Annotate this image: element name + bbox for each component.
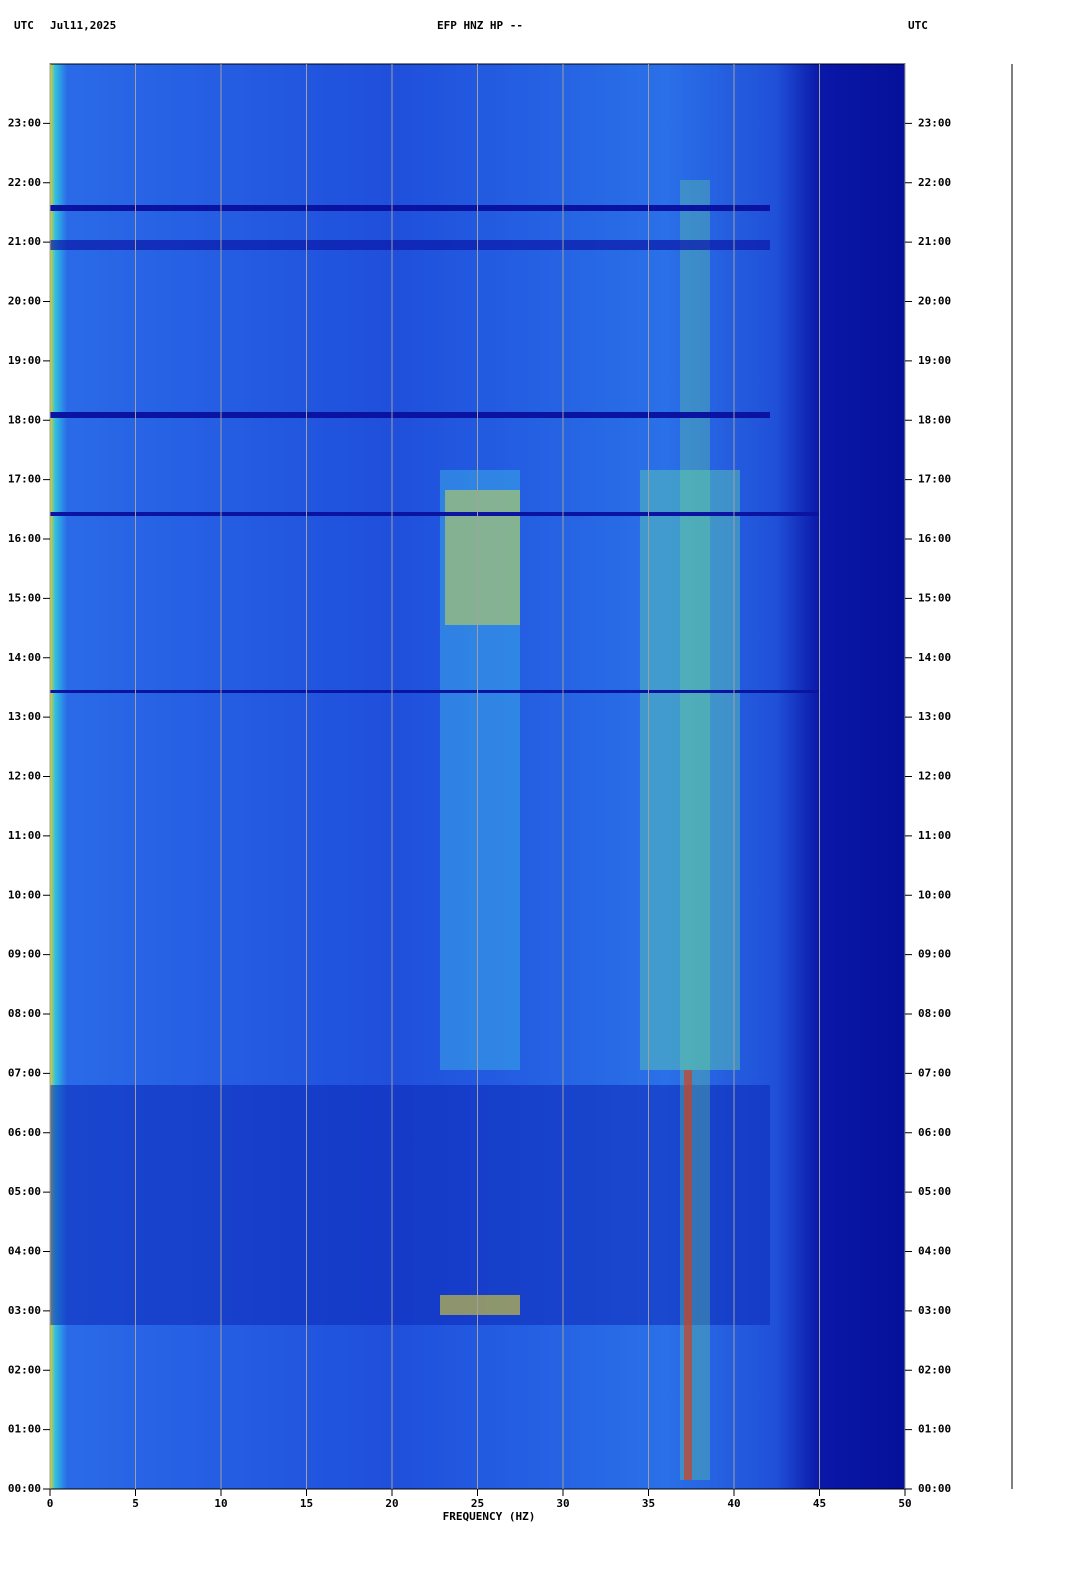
x-axis-label: FREQUENCY (HZ) [443,1510,536,1523]
y-tick-label: 14:00 [8,651,41,664]
x-tick-label: 30 [556,1497,569,1510]
y-tick-label: 21:00 [8,235,41,248]
y-tick-label: 00:00 [8,1482,41,1495]
x-tick-label: 25 [471,1497,484,1510]
y-tick-label: 15:00 [8,591,41,604]
y-tick-label: 04:00 [8,1245,41,1258]
y-tick-label-right: 09:00 [918,948,951,961]
x-tick-label: 5 [132,1497,139,1510]
y-tick-label-right: 07:00 [918,1066,951,1079]
y-tick-label-right: 01:00 [918,1423,951,1436]
y-tick-label-right: 13:00 [918,710,951,723]
x-tick-label: 15 [300,1497,313,1510]
y-tick-label: 02:00 [8,1363,41,1376]
time-zone-label: UTC [14,19,34,32]
y-tick-label-right: 10:00 [918,888,951,901]
y-tick-label-right: 15:00 [918,591,951,604]
y-tick-label-right: 22:00 [918,176,951,189]
y-tick-label-right: 16:00 [918,532,951,545]
y-tick-label: 20:00 [8,295,41,308]
x-tick-label: 20 [385,1497,398,1510]
y-tick-label: 19:00 [8,354,41,367]
y-tick-label-right: 04:00 [918,1245,951,1258]
x-tick-label: 40 [727,1497,740,1510]
y-tick-label: 05:00 [8,1185,41,1198]
y-tick-label-right: 12:00 [918,770,951,783]
y-tick-label: 13:00 [8,710,41,723]
y-tick-label-right: 11:00 [918,829,951,842]
y-tick-label: 06:00 [8,1126,41,1139]
x-tick-label: 35 [642,1497,655,1510]
y-tick-label: 22:00 [8,176,41,189]
y-tick-label-right: 02:00 [918,1363,951,1376]
y-tick-label-right: 03:00 [918,1304,951,1317]
y-tick-label: 08:00 [8,1007,41,1020]
x-tick-label: 50 [898,1497,911,1510]
x-tick-label: 45 [813,1497,826,1510]
y-tick-label: 17:00 [8,473,41,486]
y-tick-label-right: 23:00 [918,116,951,129]
x-tick-label: 0 [47,1497,54,1510]
y-tick-label: 23:00 [8,116,41,129]
y-tick-label-right: 06:00 [918,1126,951,1139]
y-tick-label: 18:00 [8,413,41,426]
y-tick-label: 01:00 [8,1423,41,1436]
chart-title: EFP HNZ HP -- [437,19,523,32]
y-tick-label-right: 14:00 [918,651,951,664]
y-tick-label-right: 05:00 [918,1185,951,1198]
y-tick-label: 12:00 [8,770,41,783]
y-tick-label: 09:00 [8,948,41,961]
y-tick-label-right: 17:00 [918,473,951,486]
y-tick-label-right: 21:00 [918,235,951,248]
y-tick-label: 11:00 [8,829,41,842]
time-zone-label-right: UTC [908,19,928,32]
y-tick-label: 16:00 [8,532,41,545]
x-tick-label: 10 [214,1497,227,1510]
y-tick-label-right: 00:00 [918,1482,951,1495]
date-label: Jul11,2025 [50,19,116,32]
y-tick-label: 10:00 [8,888,41,901]
y-tick-label-right: 08:00 [918,1007,951,1020]
y-tick-label: 07:00 [8,1066,41,1079]
y-tick-label-right: 20:00 [918,295,951,308]
y-tick-label-right: 18:00 [918,413,951,426]
y-tick-label-right: 19:00 [918,354,951,367]
y-tick-label: 03:00 [8,1304,41,1317]
